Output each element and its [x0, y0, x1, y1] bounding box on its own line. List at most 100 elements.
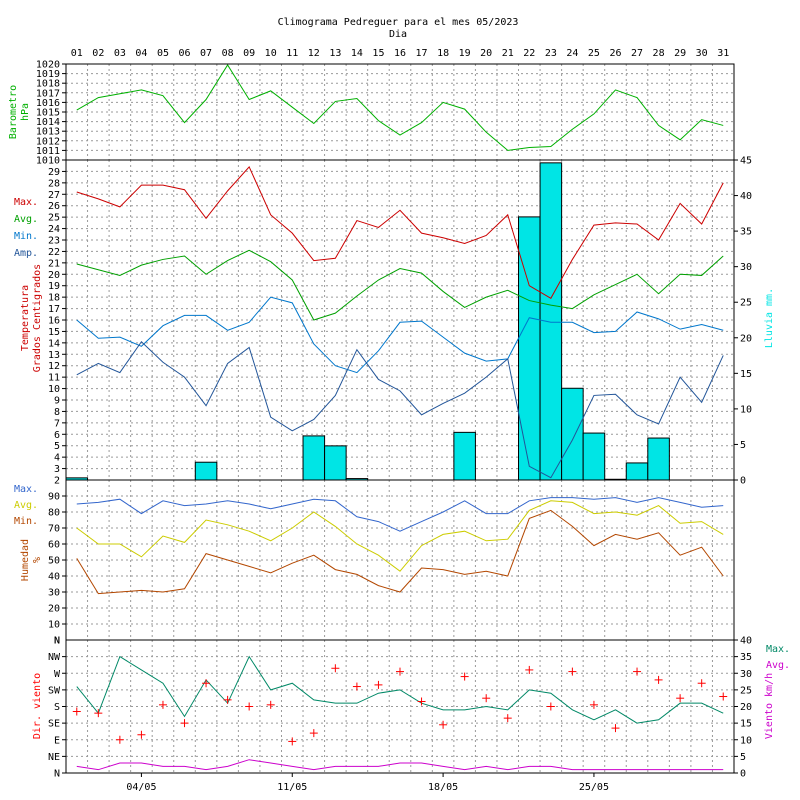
- hum-tick-label: 90: [48, 492, 60, 503]
- day-label: 29: [674, 48, 686, 59]
- temp-tick-label: 18: [48, 293, 60, 304]
- wind-dir-label: E: [54, 735, 60, 746]
- rain-bar: [518, 216, 541, 481]
- day-label: 27: [631, 48, 643, 59]
- wind-max-line: [76, 655, 724, 724]
- temp-tick-label: 21: [48, 258, 60, 269]
- wind-dir-axis-label: Dir. viento: [32, 673, 43, 739]
- rain-tick-label: 40: [740, 191, 752, 202]
- temp-tick-label: 16: [48, 316, 60, 327]
- pressure-line: [76, 64, 724, 151]
- day-label: 09: [243, 48, 255, 59]
- temp-legend-min: Min.: [14, 231, 38, 242]
- pressure-tick-label: 1014: [36, 117, 60, 128]
- wind-speed-label: 40: [740, 636, 752, 647]
- wind-avg-line: [76, 759, 724, 771]
- temp-tick-label: 24: [48, 224, 60, 235]
- day-label: 05: [157, 48, 169, 59]
- wind-dir-label: W: [54, 669, 61, 680]
- hum-tick-label: 60: [48, 540, 60, 551]
- rain-tick-label: 0: [740, 476, 746, 487]
- rain-tick-label: 30: [740, 262, 752, 273]
- wind-speed-label: 10: [740, 735, 752, 746]
- temp-tick-label: 29: [48, 167, 60, 178]
- temp-tick-label: 12: [48, 361, 60, 372]
- day-label: 20: [480, 48, 492, 59]
- hum-hum_avg-line: [76, 500, 724, 572]
- wind-speed-label: 15: [740, 719, 752, 730]
- hum-tick-label: N: [54, 636, 60, 647]
- day-label: 10: [265, 48, 277, 59]
- rain-bar: [539, 162, 563, 481]
- wind-dir-label: NE: [48, 752, 60, 763]
- rain-tick-label: 20: [740, 333, 752, 344]
- day-label: 04: [135, 48, 147, 59]
- wind-panel-frame: [65, 639, 735, 774]
- hum-tick-label: 50: [48, 556, 60, 567]
- hum-tick-label: 30: [48, 588, 60, 599]
- day-label: 08: [222, 48, 234, 59]
- day-label: 22: [523, 48, 535, 59]
- pressure-axis-unit: hPa: [20, 103, 31, 121]
- day-label: 12: [308, 48, 320, 59]
- hum-legend-hum_max: Max.: [14, 484, 38, 495]
- wind-speed-label: 0: [740, 769, 746, 780]
- temp-tick-label: 22: [48, 247, 60, 258]
- temp-tick-label: 7: [54, 418, 60, 429]
- day-label: 11: [286, 48, 298, 59]
- pressure-tick-label: 1013: [36, 127, 60, 138]
- temp-tick-label: 9: [54, 396, 60, 407]
- pressure-tick-label: 1019: [36, 69, 60, 80]
- wind-dir-label: N: [54, 769, 60, 780]
- rain-bar: [647, 437, 670, 481]
- chart-title: Climograma Pedreguer para el mes 05/2023: [278, 17, 519, 28]
- temp-tick-label: 5: [54, 441, 60, 452]
- rain-bar: [302, 435, 326, 481]
- wind-dir-label: SE: [48, 719, 60, 730]
- day-label: 14: [351, 48, 363, 59]
- chart-subtitle: Dia: [389, 29, 407, 40]
- date-tick-label: 04/05: [126, 782, 156, 793]
- temp-tick-label: 2: [54, 476, 60, 487]
- wind-legend-wind_avg: Avg.: [766, 660, 790, 671]
- day-label: 21: [502, 48, 514, 59]
- hum-tick-label: 80: [48, 508, 60, 519]
- temp-amp-line: [76, 340, 724, 479]
- hum-tick-label: 20: [48, 604, 60, 615]
- day-label: 15: [372, 48, 384, 59]
- hum-legend-hum_min: Min.: [14, 516, 38, 527]
- hum-tick-label: 40: [48, 572, 60, 583]
- rain-bar: [194, 461, 218, 481]
- rain-tick-label: 25: [740, 298, 752, 309]
- wind-dir-label: NW: [48, 652, 61, 663]
- day-label: 17: [416, 48, 428, 59]
- temp-min-line: [76, 296, 724, 374]
- wind-dir-label: SW: [48, 685, 61, 696]
- temp-axis-label: Temperatura: [20, 285, 31, 351]
- rain-bar: [582, 432, 606, 481]
- temp-tick-label: 14: [48, 338, 60, 349]
- temp-legend-amp: Amp.: [14, 248, 38, 259]
- wind-speed-label: 25: [740, 685, 752, 696]
- day-label: 03: [114, 48, 126, 59]
- temp-tick-label: 19: [48, 281, 60, 292]
- marks-layer: [65, 63, 735, 774]
- pressure-axis-label: Barometro: [8, 85, 19, 139]
- hum-hum_min-line: [76, 509, 724, 595]
- pressure-tick-label: 1016: [36, 98, 60, 109]
- date-tick-label: 25/05: [579, 782, 609, 793]
- rain-bar: [453, 431, 476, 481]
- temp-tick-label: 25: [48, 213, 60, 224]
- temp-tick-label: 28: [48, 178, 60, 189]
- rain-axis-label: Lluvia mm.: [764, 288, 775, 348]
- temp-tick-label: 23: [48, 236, 60, 247]
- temp-legend-max: Max.: [14, 197, 38, 208]
- rain-bar: [625, 462, 649, 481]
- day-label: 18: [437, 48, 449, 59]
- wind-speed-label: 35: [740, 652, 752, 663]
- day-label: 19: [459, 48, 471, 59]
- temp-tick-label: 4: [54, 453, 60, 464]
- day-label: 13: [329, 48, 341, 59]
- temp-tick-label: 27: [48, 190, 60, 201]
